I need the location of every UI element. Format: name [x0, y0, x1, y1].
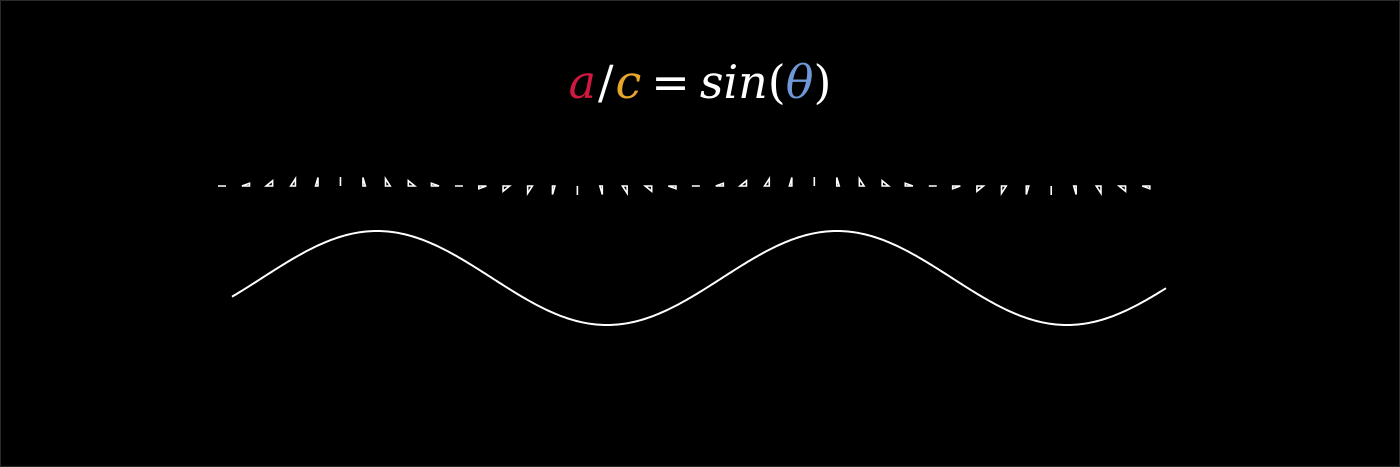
triangle-mark: [737, 179, 748, 187]
triangle-mark: [1000, 185, 1008, 196]
triangle-mark: [642, 185, 653, 193]
triangle-mark: [502, 185, 512, 193]
triangle-mark: [881, 179, 891, 187]
triangle-mark: [835, 177, 841, 187]
formula-close-paren: ): [813, 55, 832, 109]
formula-c: c: [615, 55, 642, 109]
triangle-mark: [715, 182, 725, 187]
triangle-mark: [430, 182, 440, 187]
triangle-mark: [1025, 185, 1030, 195]
triangle-strip: [218, 176, 1151, 196]
triangle-mark: [1116, 185, 1127, 193]
formula-slash: /: [598, 55, 614, 109]
triangle-mark: [976, 185, 986, 193]
formula-open-paren: (: [767, 55, 786, 109]
triangle-mark: [668, 185, 677, 190]
triangle-mark: [1094, 185, 1102, 196]
triangle-mark: [289, 176, 297, 187]
triangle-mark: [384, 176, 392, 187]
triangle-mark: [858, 176, 866, 187]
triangle-mark: [951, 185, 961, 190]
triangle-mark: [478, 185, 487, 190]
triangle-mark: [1141, 185, 1151, 190]
triangle-mark: [620, 185, 628, 196]
formula-sin: sin: [699, 55, 768, 109]
triangle-mark: [362, 177, 367, 187]
triangle-mark: [1072, 185, 1077, 195]
triangle-mark: [263, 179, 274, 187]
formula-equals: =: [651, 55, 690, 109]
triangle-mark: [407, 179, 418, 187]
formula-theta: θ: [785, 55, 814, 109]
triangle-mark: [241, 182, 251, 187]
triangle-mark: [314, 177, 319, 187]
triangle-mark: [904, 182, 914, 187]
sine-curve: [231, 230, 1167, 326]
triangle-mark: [551, 185, 556, 195]
triangle-mark: [788, 177, 793, 187]
triangle-mark: [598, 185, 604, 195]
triangle-mark: [763, 176, 771, 187]
formula-a: a: [568, 55, 597, 109]
triangle-mark: [526, 185, 534, 196]
formula-title: a/c = sin(θ): [0, 52, 1400, 112]
